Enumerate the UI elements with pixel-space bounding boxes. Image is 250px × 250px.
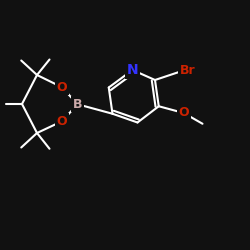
Text: N: N bbox=[127, 63, 138, 77]
Text: O: O bbox=[178, 106, 189, 120]
Text: O: O bbox=[57, 81, 67, 94]
Text: O: O bbox=[57, 115, 67, 128]
Text: Br: Br bbox=[180, 64, 195, 77]
Text: B: B bbox=[73, 98, 82, 111]
